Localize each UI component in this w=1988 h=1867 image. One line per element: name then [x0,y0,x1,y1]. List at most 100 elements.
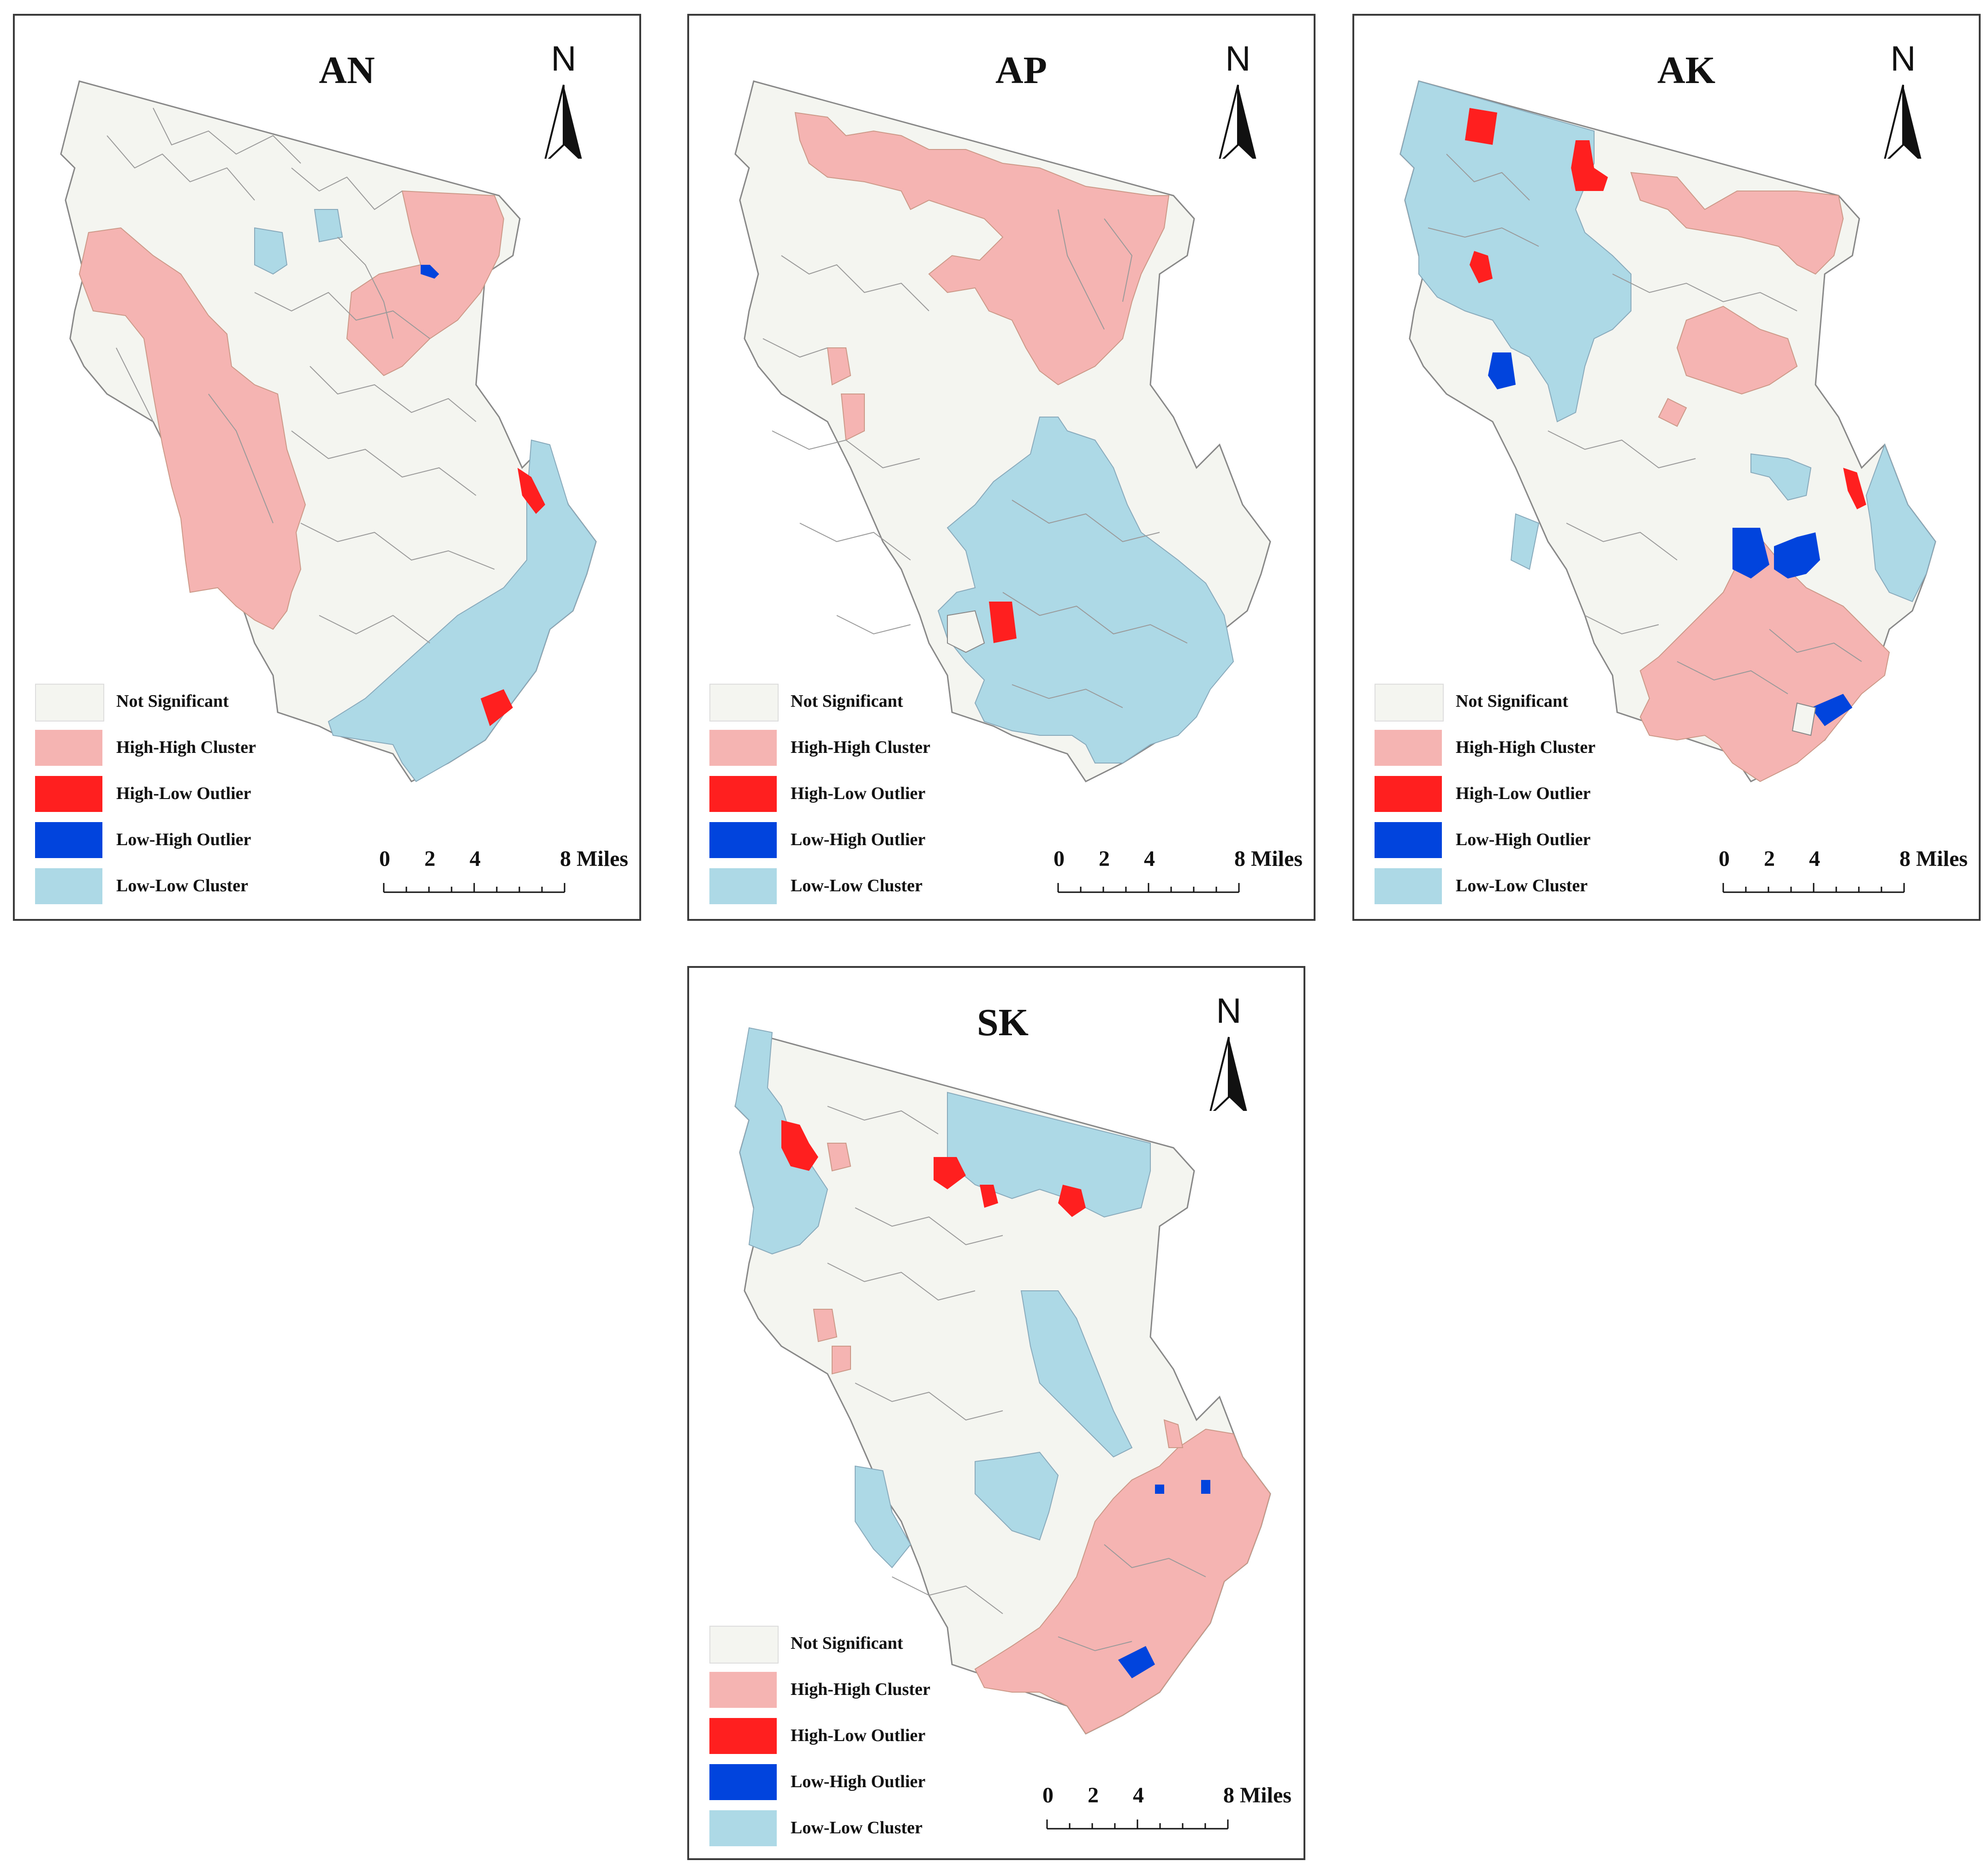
legend-item-high-low: High-Low Outlier [709,776,986,813]
legend-label: Not Significant [1456,692,1568,711]
scale-tick-0: 0 [379,847,390,871]
legend-item-high-high: High-High Cluster [709,1672,986,1709]
cluster-low-low [1750,453,1812,501]
legend-label: High-High Cluster [791,1680,930,1699]
legend-label: Low-High Outlier [791,830,926,849]
scale-tick-0: 0 [1042,1783,1054,1807]
map-legend: Not Significant High-High Cluster High-L… [709,1626,995,1856]
scale-bar: 0 2 4 8 Miles [1054,846,1314,897]
cluster-low-low [975,1451,1059,1541]
north-arrow-label: N [1890,39,1916,78]
legend-label: High-High Cluster [116,738,256,757]
legend-swatch [709,822,777,858]
cluster-low-low [327,439,597,782]
cluster-low-low [254,227,288,275]
north-arrow-icon: N [1206,39,1280,159]
cluster-high-high [794,112,1170,386]
scale-tick-8: 8 Miles [1899,847,1968,871]
scale-bar: 0 2 4 8 Miles [379,846,639,897]
scale-tick-4: 4 [1809,847,1820,871]
outlier-low-high [421,265,439,279]
legend-item-low-high: Low-High Outlier [709,822,986,859]
legend-swatch [1375,868,1442,904]
cluster-low-low [1865,443,1936,602]
district-map [60,80,597,782]
scale-tick-0: 0 [1054,847,1065,871]
cluster-high-high [346,190,505,376]
legend-item-high-low: High-Low Outlier [35,776,312,813]
legend-label: Low-Low Cluster [791,876,923,895]
legend-swatch [709,1626,779,1664]
legend-swatch [709,1672,777,1708]
outlier-high-low [1470,251,1493,283]
cluster-high-high [813,1309,838,1342]
cluster-high-high [78,227,306,630]
legend-item-low-low: Low-Low Cluster [709,1810,986,1847]
map-legend: Not Significant High-High Cluster High-L… [35,684,321,914]
panel-title: SK [976,1001,1029,1044]
outlier-low-high [1774,532,1820,579]
cluster-high-high [974,1428,1271,1735]
legend-label: Low-High Outlier [116,830,251,849]
district-map [734,1027,1271,1735]
legend-label: Not Significant [791,692,903,711]
outlier-low-high [1732,528,1769,579]
scale-tick-2: 2 [424,847,435,871]
legend-swatch [35,868,102,904]
cluster-low-low [1020,1290,1133,1458]
panel-title: AN [319,49,375,92]
scale-bar-ruler [1057,883,1240,893]
scale-bar: 0 2 4 8 Miles [1719,846,1979,897]
outlier-low-high [1811,694,1852,726]
scale-tick-2: 2 [1088,1783,1099,1807]
legend-item-low-low: Low-Low Cluster [1375,868,1651,905]
panel-title: AP [995,49,1047,92]
legend-label: High-Low Outlier [791,1726,926,1745]
scale-tick-4: 4 [1133,1783,1144,1807]
cluster-high-high [840,394,865,441]
north-arrow-icon: N [531,39,605,159]
district-map [1399,80,1936,782]
scale-tick-2: 2 [1099,847,1110,871]
scale-tick-8: 8 Miles [1223,1783,1292,1807]
legend-label: High-Low Outlier [791,784,926,803]
scale-bar-ruler [383,883,565,893]
scale-bar-ruler [1046,1819,1229,1830]
legend-item-high-low: High-Low Outlier [709,1718,986,1755]
legend-swatch [1375,822,1442,858]
scale-tick-2: 2 [1764,847,1775,871]
scale-tick-8: 8 Miles [560,847,628,871]
outlier-high-low [980,1185,998,1208]
legend-swatch [1375,730,1442,766]
legend-swatch [35,684,104,722]
scale-bar-ruler [1722,883,1905,893]
legend-item-not-significant: Not Significant [709,1626,986,1664]
legend-label: Low-Low Cluster [791,1818,923,1837]
cluster-low-low [855,1465,911,1569]
cluster-low-low [1510,513,1540,570]
map-legend: Not Significant High-High Cluster High-L… [709,684,995,914]
district-boundaries [827,1106,1206,1652]
legend-item-not-significant: Not Significant [1375,684,1651,722]
legend-item-not-significant: Not Significant [709,684,986,722]
outlier-low-high [1155,1485,1164,1494]
cluster-high-high [827,1143,851,1172]
legend-label: High-Low Outlier [116,784,251,803]
outlier-low-high [1201,1480,1210,1494]
outlier-high-low [781,1120,818,1171]
legend-item-high-high: High-High Cluster [35,730,312,767]
legend-item-high-high: High-High Cluster [709,730,986,767]
legend-swatch [709,684,779,722]
outlier-high-low [518,468,545,514]
legend-item-high-high: High-High Cluster [1375,730,1651,767]
legend-label: Not Significant [116,692,229,711]
legend-swatch [35,822,102,858]
map-panel-ap: AP N Not Significa [687,14,1315,921]
legend-label: Low-High Outlier [791,1772,926,1791]
north-arrow-label: N [1225,39,1251,78]
map-panel-ak: AK N [1352,14,1981,921]
legend-label: Low-High Outlier [1456,830,1591,849]
panel-title: AK [1657,49,1715,92]
legend-label: High-High Cluster [791,738,930,757]
outlier-low-high [1488,352,1516,389]
